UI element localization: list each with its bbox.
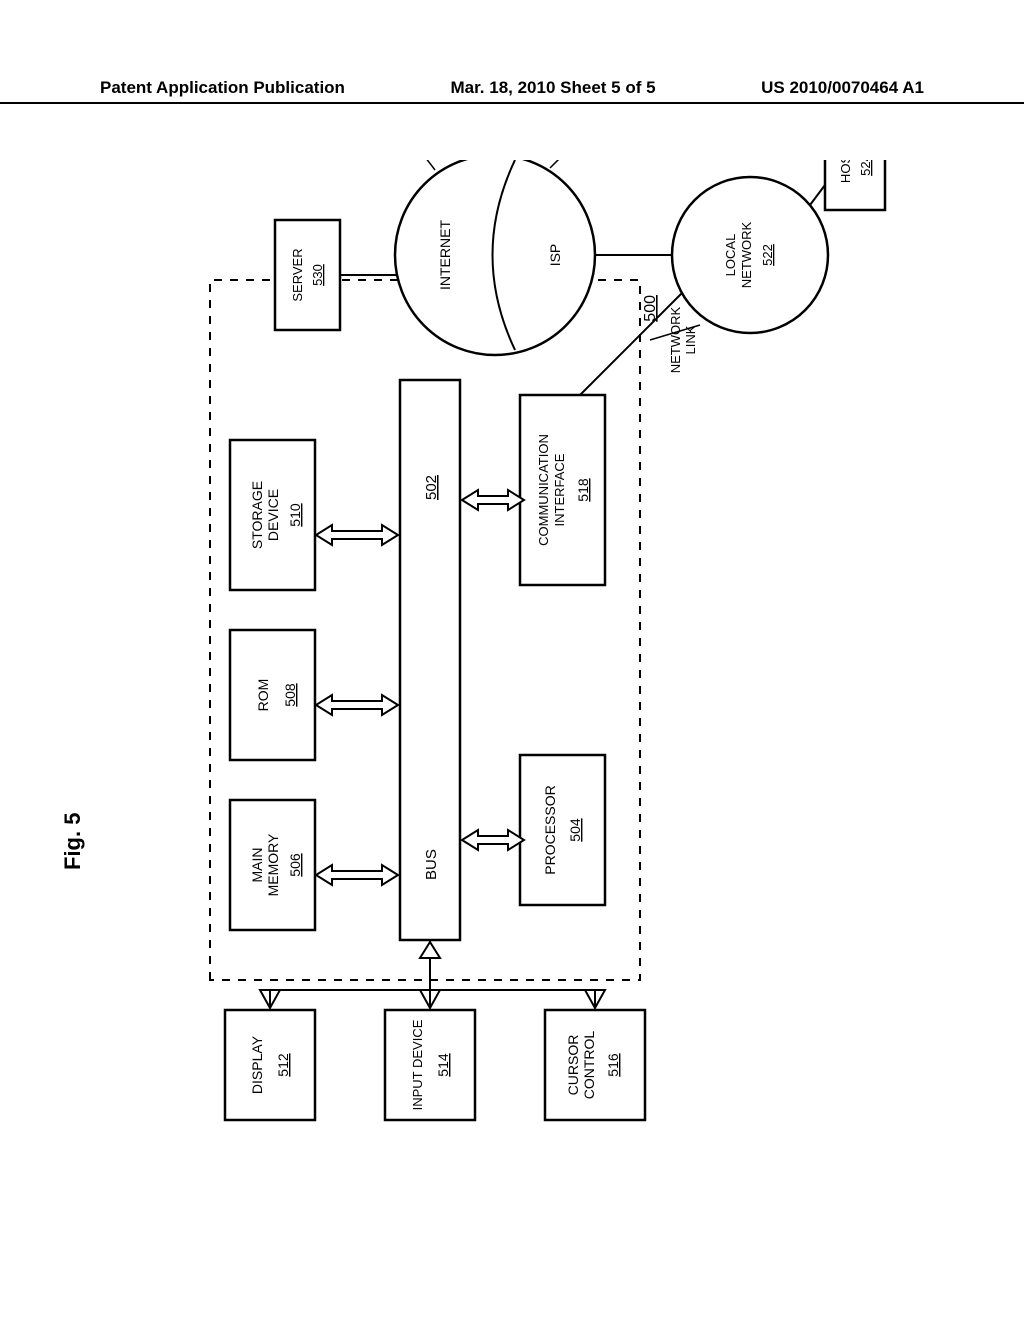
svg-text:STORAGE: STORAGE	[249, 481, 265, 549]
header-left: Patent Application Publication	[100, 78, 345, 98]
svg-text:522: 522	[760, 244, 775, 266]
svg-text:LOCAL: LOCAL	[723, 234, 738, 277]
header-center: Mar. 18, 2010 Sheet 5 of 5	[451, 78, 656, 98]
svg-text:508: 508	[282, 683, 298, 707]
page-header: Patent Application Publication Mar. 18, …	[0, 78, 1024, 104]
svg-text:HOST: HOST	[838, 160, 853, 183]
svg-text:PROCESSOR: PROCESSOR	[542, 785, 558, 874]
svg-text:DISPLAY: DISPLAY	[249, 1035, 265, 1094]
svg-text:518: 518	[575, 478, 591, 502]
svg-text:502: 502	[423, 475, 440, 500]
page: Patent Application Publication Mar. 18, …	[0, 0, 1024, 1320]
svg-text:INTERNET: INTERNET	[437, 220, 453, 290]
svg-text:512: 512	[275, 1053, 291, 1077]
svg-text:INTERFACE: INTERFACE	[552, 453, 567, 526]
svg-text:510: 510	[287, 503, 303, 527]
svg-text:COMMUNICATION: COMMUNICATION	[536, 434, 551, 546]
svg-text:MAIN: MAIN	[249, 848, 265, 883]
svg-text:SERVER: SERVER	[290, 248, 305, 301]
svg-text:524: 524	[858, 160, 873, 176]
svg-text:CONTROL: CONTROL	[581, 1031, 597, 1100]
full-diagram-svg: 500 BUS 502 MAIN MEMORY 506 ROM 508 STOR…	[130, 160, 890, 1160]
svg-text:BUS: BUS	[423, 849, 440, 880]
svg-text:DEVICE: DEVICE	[265, 489, 281, 541]
svg-text:504: 504	[567, 818, 583, 842]
svg-text:ROM: ROM	[255, 679, 271, 712]
svg-text:MEMORY: MEMORY	[265, 833, 281, 896]
svg-text:506: 506	[287, 853, 303, 877]
diagram: 500 DISPLAY 512 INPUT DEVICE 514 CURSOR …	[130, 160, 890, 1160]
svg-text:INPUT DEVICE: INPUT DEVICE	[410, 1019, 425, 1110]
header-right: US 2010/0070464 A1	[761, 78, 924, 98]
svg-text:NETWORK: NETWORK	[668, 306, 683, 373]
svg-text:530: 530	[310, 264, 325, 286]
svg-text:CURSOR: CURSOR	[565, 1035, 581, 1096]
svg-text:ISP: ISP	[547, 244, 563, 267]
svg-text:516: 516	[605, 1053, 621, 1077]
svg-text:514: 514	[435, 1053, 451, 1077]
figure-label: Fig. 5	[60, 813, 86, 870]
svg-text:NETWORK: NETWORK	[739, 221, 754, 288]
